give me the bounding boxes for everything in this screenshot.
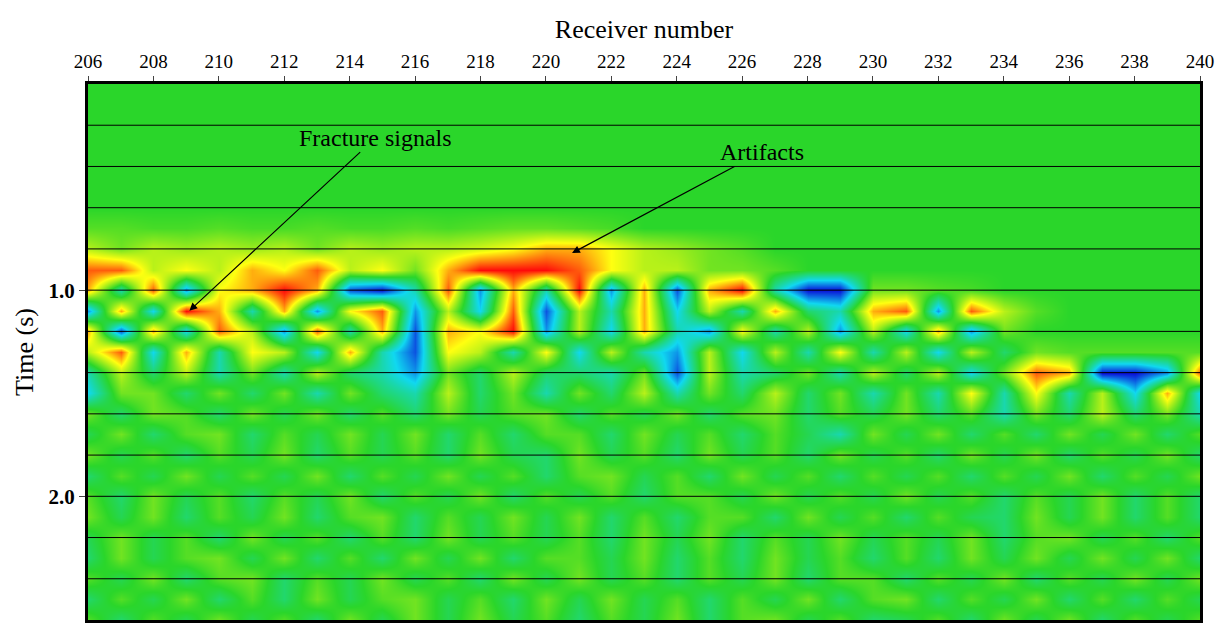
svg-text:236: 236 (1055, 51, 1084, 72)
svg-text:212: 212 (270, 51, 299, 72)
svg-text:220: 220 (532, 51, 561, 72)
svg-text:Artifacts: Artifacts (720, 139, 804, 165)
svg-text:208: 208 (139, 51, 168, 72)
svg-text:232: 232 (924, 51, 953, 72)
svg-text:240: 240 (1186, 51, 1215, 72)
svg-text:1.0: 1.0 (49, 279, 75, 303)
svg-text:218: 218 (466, 51, 495, 72)
svg-text:Time (s): Time (s) (10, 308, 39, 396)
svg-text:210: 210 (205, 51, 234, 72)
svg-text:224: 224 (662, 51, 691, 72)
svg-text:Receiver number: Receiver number (555, 15, 734, 44)
svg-text:238: 238 (1120, 51, 1149, 72)
svg-text:228: 228 (793, 51, 822, 72)
svg-text:222: 222 (597, 51, 626, 72)
svg-text:Fracture signals: Fracture signals (299, 125, 452, 151)
svg-text:206: 206 (74, 51, 103, 72)
svg-text:216: 216 (401, 51, 430, 72)
svg-text:234: 234 (990, 51, 1019, 72)
svg-text:214: 214 (335, 51, 364, 72)
svg-text:226: 226 (728, 51, 757, 72)
svg-text:2.0: 2.0 (49, 485, 75, 509)
svg-text:230: 230 (859, 51, 888, 72)
